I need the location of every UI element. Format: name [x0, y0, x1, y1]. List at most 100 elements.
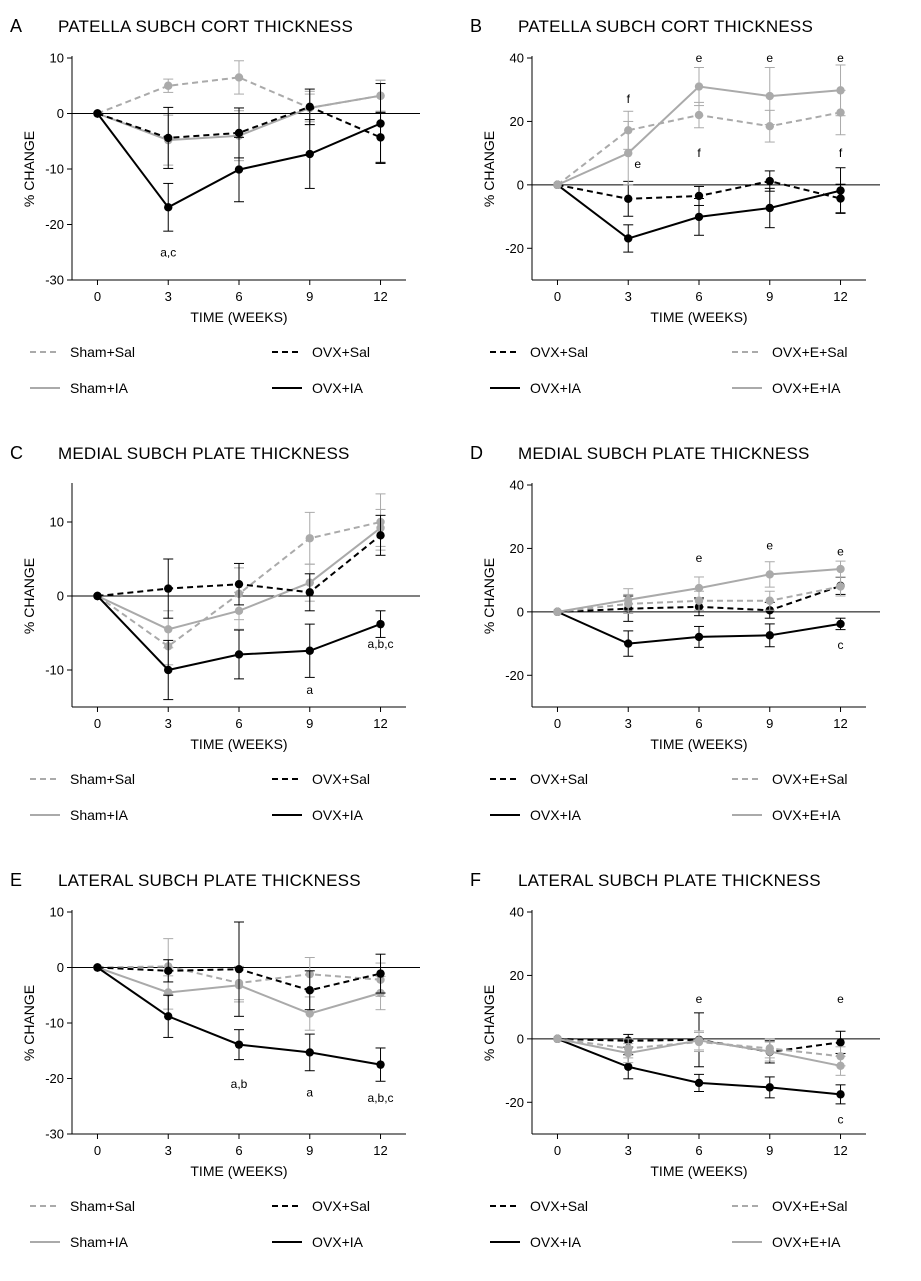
significance-annotation: e	[837, 992, 844, 1006]
data-point	[305, 102, 314, 112]
data-point	[234, 964, 244, 974]
data-point	[234, 650, 244, 659]
legend-label: OVX+IA	[312, 1234, 364, 1250]
significance-annotation: a,b,c	[368, 637, 394, 651]
significance-annotation: e	[696, 551, 703, 565]
data-point	[765, 121, 774, 131]
data-point	[836, 86, 845, 95]
data-point	[694, 583, 704, 593]
data-point	[765, 570, 774, 579]
x-tick-label: 0	[554, 1143, 561, 1158]
y-tick-label: -20	[505, 668, 524, 683]
y-tick-label: 40	[510, 51, 524, 66]
data-point	[553, 607, 562, 617]
y-tick-label: 0	[57, 589, 64, 604]
data-point	[164, 665, 173, 675]
y-tick-label: -20	[45, 217, 64, 232]
y-tick-label: -30	[45, 1127, 64, 1142]
legend-label: OVX+IA	[530, 1234, 582, 1250]
legend-label: OVX+Sal	[530, 344, 588, 360]
chart-panel-a: A PATELLA SUBCH CORT THICKNESS 10 0 -10 -20 -3…	[0, 0, 460, 427]
legend-label: Sham+Sal	[70, 771, 135, 787]
data-point	[694, 632, 704, 642]
y-tick-label: 0	[517, 177, 524, 192]
data-point	[624, 1062, 633, 1071]
chart-svg-a: A PATELLA SUBCH CORT THICKNESS 10 0 -10 -20 -3…	[10, 16, 420, 396]
chart-svg-e: E LATERAL SUBCH PLATE THICKNESS 10 0 -10 -20 -…	[10, 870, 420, 1250]
x-tick-label: 0	[94, 289, 101, 304]
y-axis-label: % CHANGE	[21, 558, 37, 634]
significance-annotation: e	[696, 992, 703, 1006]
x-tick-label: 0	[554, 289, 561, 304]
x-axis-label: TIME (WEEKS)	[650, 736, 747, 752]
chart-title: PATELLA SUBCH CORT THICKNESS	[58, 17, 353, 36]
legend-label: OVX+E+Sal	[772, 344, 848, 360]
panel-letter: B	[470, 16, 482, 36]
chart-title: MEDIAL SUBCH PLATE THICKNESS	[518, 444, 810, 463]
y-tick-label: 0	[57, 960, 64, 975]
data-point	[164, 966, 173, 976]
data-point	[765, 203, 774, 213]
data-point	[836, 1038, 845, 1047]
data-point	[234, 73, 244, 82]
x-tick-label: 12	[373, 1143, 387, 1158]
x-tick-label: 9	[766, 289, 773, 304]
legend-label: OVX+IA	[312, 380, 364, 396]
x-tick-label: 12	[833, 1143, 847, 1158]
chart-panel-b: B PATELLA SUBCH CORT THICKNESS 40 20 0 -20 0 3 6…	[460, 0, 920, 427]
x-tick-label: 3	[165, 1143, 172, 1158]
legend-label: OVX+Sal	[312, 1198, 370, 1214]
y-tick-label: 20	[510, 968, 524, 983]
data-point	[305, 1048, 314, 1057]
x-tick-label: 6	[235, 1143, 242, 1158]
panel-letter: A	[10, 16, 22, 36]
significance-annotation: e	[634, 157, 641, 171]
legend-label: OVX+E+IA	[772, 807, 841, 823]
significance-annotation: a	[306, 683, 313, 697]
data-point	[93, 963, 102, 972]
data-point	[234, 165, 244, 174]
data-point	[836, 1090, 845, 1099]
data-point	[234, 579, 244, 589]
data-point	[376, 619, 385, 629]
data-point	[624, 234, 633, 243]
data-point	[234, 1040, 244, 1049]
data-point	[836, 619, 845, 629]
x-tick-label: 6	[695, 716, 702, 731]
data-point	[624, 595, 633, 605]
data-point	[305, 534, 314, 543]
chart-title: LATERAL SUBCH PLATE THICKNESS	[518, 871, 821, 890]
y-tick-label: -10	[45, 1016, 64, 1031]
data-point	[765, 596, 774, 605]
chart-panel-f: F LATERAL SUBCH PLATE THICKNESS 40 20 0 -20 0 3…	[460, 854, 920, 1281]
data-point	[836, 1061, 845, 1071]
data-point	[624, 639, 633, 648]
y-axis-label: % CHANGE	[481, 131, 497, 207]
data-point	[694, 1036, 704, 1045]
data-point	[164, 81, 173, 90]
x-tick-label: 6	[235, 716, 242, 731]
y-axis-label: % CHANGE	[481, 985, 497, 1061]
series-line-sham-sal	[97, 76, 381, 115]
data-point	[305, 588, 314, 597]
x-tick-label: 3	[625, 1143, 632, 1158]
data-point	[376, 1060, 385, 1069]
x-tick-label: 3	[625, 716, 632, 731]
data-point	[305, 1009, 314, 1018]
x-tick-label: 12	[373, 289, 387, 304]
significance-annotation: e	[837, 545, 844, 559]
data-point	[694, 1078, 704, 1088]
y-axis-label: % CHANGE	[21, 985, 37, 1061]
x-tick-label: 3	[165, 716, 172, 731]
legend-label: OVX+E+Sal	[772, 1198, 848, 1214]
data-point	[836, 582, 845, 591]
x-tick-label: 6	[235, 289, 242, 304]
data-point	[765, 91, 774, 101]
significance-annotation: a	[306, 1085, 313, 1099]
x-axis-label: TIME (WEEKS)	[650, 309, 747, 325]
chart-title: PATELLA SUBCH CORT THICKNESS	[518, 17, 813, 36]
x-tick-label: 9	[306, 716, 313, 731]
y-tick-label: -10	[45, 162, 64, 177]
x-tick-label: 0	[554, 716, 561, 731]
y-tick-label: 10	[50, 515, 64, 530]
